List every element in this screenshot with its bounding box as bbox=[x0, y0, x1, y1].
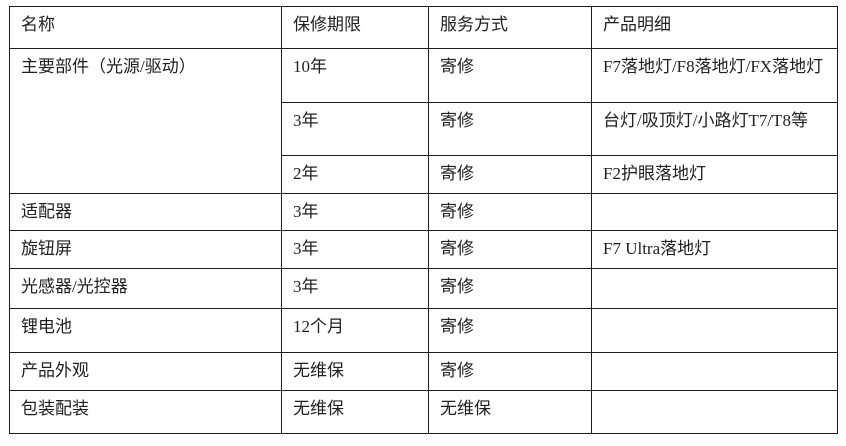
cell-name: 旋钮屏 bbox=[9, 230, 282, 269]
cell-period: 无维保 bbox=[281, 390, 429, 434]
cell-period: 10年 bbox=[281, 48, 429, 103]
cell-service: 寄修 bbox=[428, 268, 592, 309]
table-row-main-component-3: 2年 寄修 F2护眼落地灯 bbox=[10, 155, 838, 194]
cell-detail bbox=[591, 268, 838, 309]
header-row: 名称 保修期限 服务方式 产品明细 bbox=[9, 6, 838, 49]
cell-main-component-name: 主要部件（光源/驱动） bbox=[9, 48, 282, 194]
cell-period: 3年 bbox=[281, 102, 429, 156]
cell-service: 寄修 bbox=[428, 102, 592, 156]
cell-name: 产品外观 bbox=[9, 352, 282, 391]
cell-period: 3年 bbox=[281, 230, 429, 269]
cell-detail bbox=[591, 193, 838, 231]
cell-period: 无维保 bbox=[281, 352, 429, 391]
cell-period: 2年 bbox=[281, 155, 429, 194]
cell-period: 12个月 bbox=[281, 308, 429, 353]
table-row-main-component-1: 主要部件（光源/驱动） 10年 寄修 F7落地灯/F8落地灯/FX落地灯 bbox=[9, 48, 838, 194]
cell-service: 寄修 bbox=[428, 308, 592, 353]
header-product-detail: 产品明细 bbox=[591, 6, 838, 49]
cell-name: 光感器/光控器 bbox=[9, 268, 282, 309]
header-name: 名称 bbox=[9, 6, 282, 49]
table-row-knob-screen: 旋钮屏 3年 寄修 F7 Ultra落地灯 bbox=[9, 230, 838, 269]
warranty-table: 名称 保修期限 服务方式 产品明细 主要部件（光源/驱动） 10年 寄修 F7落… bbox=[9, 6, 838, 434]
header-warranty-period: 保修期限 bbox=[281, 6, 429, 49]
page: { "table": { "headers": ["名称", "保修期限", "… bbox=[0, 6, 846, 446]
table-row-light-sensor: 光感器/光控器 3年 寄修 bbox=[9, 268, 838, 309]
cell-detail bbox=[591, 352, 838, 391]
cell-service: 寄修 bbox=[428, 230, 592, 269]
header-service-method: 服务方式 bbox=[428, 6, 592, 49]
cell-name: 包装配装 bbox=[9, 390, 282, 434]
cell-period: 3年 bbox=[281, 268, 429, 309]
cell-detail bbox=[591, 308, 838, 353]
table-row-adapter: 适配器 3年 寄修 bbox=[9, 193, 838, 231]
table-row-main-component-2: 3年 寄修 台灯/吸顶灯/小路灯T7/T8等 bbox=[10, 102, 838, 156]
cell-detail: F7落地灯/F8落地灯/FX落地灯 bbox=[591, 48, 838, 103]
table-row-appearance: 产品外观 无维保 寄修 bbox=[9, 352, 838, 391]
table-row-packaging: 包装配装 无维保 无维保 bbox=[9, 390, 838, 434]
cell-service: 寄修 bbox=[428, 352, 592, 391]
cell-service: 寄修 bbox=[428, 155, 592, 194]
cell-service: 寄修 bbox=[428, 193, 592, 231]
cell-service: 无维保 bbox=[428, 390, 592, 434]
table-row-battery: 锂电池 12个月 寄修 bbox=[9, 308, 838, 353]
cell-name: 锂电池 bbox=[9, 308, 282, 353]
cell-service: 寄修 bbox=[428, 48, 592, 103]
cell-detail: F7 Ultra落地灯 bbox=[591, 230, 838, 269]
cell-name: 适配器 bbox=[9, 193, 282, 231]
cell-detail: F2护眼落地灯 bbox=[591, 155, 838, 194]
cell-detail bbox=[591, 390, 838, 434]
cell-period: 3年 bbox=[281, 193, 429, 231]
cell-detail: 台灯/吸顶灯/小路灯T7/T8等 bbox=[591, 102, 838, 156]
